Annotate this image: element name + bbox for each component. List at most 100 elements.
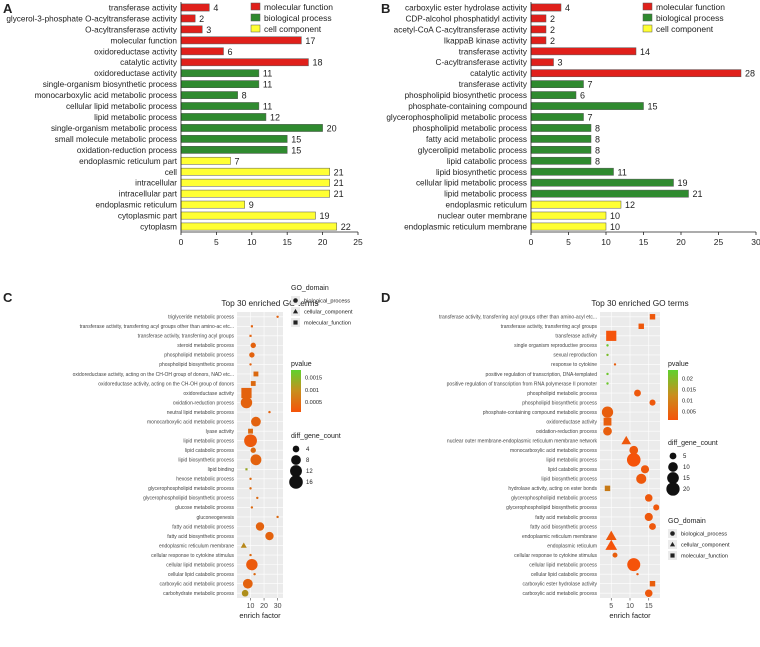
term-label: cellular lipid metabolic process <box>529 562 597 568</box>
value-label: 19 <box>320 211 330 221</box>
pvalue-tick-label: 0.0015 <box>305 375 322 381</box>
category-label: endoplasmic reticulum part <box>79 157 178 166</box>
bar <box>180 156 231 165</box>
bubble <box>241 589 249 597</box>
bar <box>180 80 260 88</box>
legend-title-domain: GO_domain <box>291 285 329 292</box>
value-label: 22 <box>341 222 351 232</box>
category-label: transferase activity <box>109 3 178 12</box>
value-label: 12 <box>625 200 635 210</box>
bubble <box>268 410 271 414</box>
bubble <box>250 506 254 509</box>
term-label: phospholipid metabolic process <box>164 353 234 359</box>
legend-title-pvalue: pvalue <box>291 361 312 368</box>
term-label: steroid metabolic process <box>177 343 234 349</box>
bubble <box>253 371 259 377</box>
bubble <box>241 387 252 399</box>
bubble <box>255 522 265 531</box>
bar <box>530 146 592 154</box>
pvalue-tick-label: 0.01 <box>682 398 693 404</box>
value-label: 10 <box>610 222 620 232</box>
bar <box>180 102 260 110</box>
bubble <box>250 454 262 466</box>
x-tick-label: 15 <box>282 237 292 247</box>
legend-domain-label: biological_process <box>681 532 727 538</box>
bubble <box>603 417 612 426</box>
category-label: glycerolipid metabolic process <box>418 146 527 155</box>
bubble <box>265 531 274 541</box>
bar <box>180 58 309 67</box>
pvalue-tick-label: 0.0005 <box>305 400 322 406</box>
x-tick-label: 0 <box>529 237 534 247</box>
bubble <box>250 325 253 328</box>
term-label: single organism reproductive process <box>514 343 597 349</box>
x-axis-label: enrich factor <box>239 611 281 620</box>
category-label: carboxylic ester hydrolase activity <box>405 3 528 12</box>
chart-title: Top 30 enriched GO terms <box>591 298 688 308</box>
term-label: lipid catabolic process <box>185 448 234 454</box>
bubble <box>249 477 252 481</box>
term-label: cellular response to cytokine stimulus <box>514 553 597 559</box>
value-label: 14 <box>640 47 650 57</box>
value-label: 2 <box>550 36 555 46</box>
value-label: 4 <box>213 3 218 13</box>
bubble <box>612 552 618 558</box>
legend-label: molecular function <box>264 2 333 12</box>
value-label: 7 <box>235 156 240 166</box>
bubble <box>649 580 656 587</box>
term-label: fatty acid metabolic process <box>535 515 597 521</box>
legend-swatch <box>642 13 653 22</box>
value-label: 20 <box>327 123 337 133</box>
legend-title-size: diff_gene_count <box>291 433 341 440</box>
category-label: single-organism metabolic process <box>51 124 177 133</box>
bar <box>530 3 562 12</box>
legend-swatch <box>250 2 261 11</box>
panel-label-A: A <box>3 1 13 16</box>
value-label: 21 <box>693 189 703 199</box>
bubble <box>644 589 653 598</box>
bubble <box>240 396 253 409</box>
category-label: lipid catabolic process <box>447 157 527 166</box>
size-legend-label: 12 <box>306 469 313 475</box>
bubble <box>246 558 258 571</box>
legend-shape <box>670 531 675 536</box>
pvalue-tick-label: 0.02 <box>682 377 693 383</box>
value-label: 7 <box>588 113 593 123</box>
category-label: endoplasmic reticulum <box>96 201 178 210</box>
x-axis-label: enrich factor <box>609 611 651 620</box>
legend-swatch <box>642 2 653 11</box>
value-label: 3 <box>558 58 563 68</box>
category-label: cytoplasmic part <box>118 212 178 221</box>
bubble <box>253 572 256 576</box>
legend-label: biological process <box>656 13 724 23</box>
pvalue-tick-label: 0.005 <box>682 409 696 415</box>
category-label: O-acyltransferase activity <box>85 25 178 34</box>
term-label: glycerophospholipid metabolic process <box>148 486 234 492</box>
term-label: fatty acid metabolic process <box>172 524 234 530</box>
term-label: monocarboxylic acid metabolic process <box>510 448 597 454</box>
category-label: nuclear outer membrane <box>438 212 528 221</box>
term-label: response to cytokine <box>551 362 597 368</box>
bar <box>530 69 742 78</box>
bar <box>180 47 224 56</box>
x-tick-label: 15 <box>639 237 649 247</box>
term-label: oxidoreductase activity, acting on the C… <box>73 372 234 378</box>
x-tick-label: 30 <box>751 237 760 247</box>
bar <box>530 36 547 45</box>
bubble <box>603 426 612 436</box>
legend-shape <box>669 541 676 547</box>
size-legend-label: 16 <box>306 480 313 486</box>
bar <box>180 91 238 99</box>
category-label: glycerol-3-phosphate O-acyltransferase a… <box>6 14 178 23</box>
legend-swatch <box>250 13 261 22</box>
legend-domain-label: biological_process <box>304 299 350 305</box>
term-label: cellular lipid catabolic process <box>531 572 598 578</box>
value-label: 18 <box>312 58 322 68</box>
category-label: C-acyltransferase activity <box>436 58 528 67</box>
panel-label-D: D <box>381 290 390 305</box>
bar <box>530 178 674 187</box>
bubble <box>250 447 256 453</box>
pvalue-tick-label: 0.001 <box>305 388 319 394</box>
panel-label-B: B <box>381 1 390 16</box>
